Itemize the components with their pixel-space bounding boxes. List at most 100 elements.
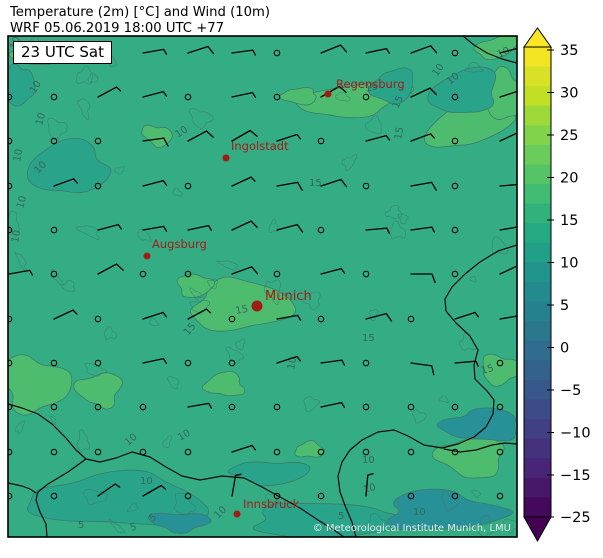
wind-barb-icon — [365, 47, 391, 54]
map-frame — [7, 35, 518, 538]
calm-wind-icon — [8, 359, 13, 367]
calm-wind-icon — [50, 448, 58, 456]
contour-squiggle — [148, 317, 159, 327]
wind-barb-icon — [276, 223, 304, 233]
wind-barb-icon — [410, 226, 436, 233]
colorbar-segment — [524, 379, 551, 400]
calm-wind-icon — [407, 492, 415, 500]
colorbar-outline — [523, 46, 552, 518]
wind-barb-icon — [276, 355, 302, 364]
contour-label: 15 — [362, 333, 375, 344]
calm-wind-icon — [50, 492, 58, 500]
colorbar-segment — [524, 360, 551, 381]
colorbar-segment — [524, 477, 551, 498]
wind-barb-icon — [142, 225, 168, 232]
colorbar-segment — [524, 47, 551, 68]
colorbar-tick-label: 30 — [560, 86, 578, 102]
wind-barb-icon — [231, 49, 257, 56]
wind-barb-icon — [410, 45, 438, 54]
wind-barb-icon — [231, 176, 256, 187]
wind-barb-icon — [499, 315, 517, 320]
contour-squiggle — [368, 308, 379, 321]
contour-squiggle — [189, 299, 210, 315]
contour-label: 15 — [235, 304, 249, 317]
wind-barb-icon — [8, 269, 34, 276]
calm-wind-icon — [362, 359, 370, 367]
contour-squiggle — [49, 415, 56, 426]
colorbar-tick-label: −25 — [560, 510, 591, 526]
contour-squiggle — [84, 362, 108, 377]
city-marker-regensburg — [324, 90, 332, 98]
calm-wind-icon — [317, 226, 325, 234]
colorbar-segment — [524, 144, 551, 165]
contour-squiggle — [469, 275, 477, 283]
calm-wind-icon — [184, 93, 192, 101]
calm-wind-icon — [317, 315, 325, 323]
temperature-band-deep — [436, 407, 517, 442]
contour-squiggle — [75, 225, 100, 240]
calm-wind-icon — [273, 403, 281, 411]
calm-wind-icon — [451, 448, 459, 456]
calm-wind-icon — [273, 270, 281, 278]
temperature-band-dark — [26, 137, 112, 194]
contour-squiggle — [47, 117, 68, 141]
colorbar-tick-label: −5 — [560, 383, 581, 399]
contour-squiggle — [50, 269, 64, 286]
colorbar-tick-label: 0 — [560, 341, 569, 357]
calm-wind-icon — [451, 492, 459, 500]
calm-wind-icon — [451, 137, 459, 145]
calm-wind-icon — [228, 359, 236, 367]
calm-wind-icon — [273, 49, 281, 57]
calm-wind-icon — [407, 448, 415, 456]
city-marker-innsbruck — [233, 510, 241, 518]
city-marker-munich — [251, 300, 263, 312]
contour-squiggle — [303, 396, 321, 413]
contour-label: 15 — [480, 363, 495, 377]
figure-title-block: Temperature (2m) [°C] and Wind (10m) WRF… — [10, 5, 270, 36]
calm-wind-icon — [8, 226, 13, 234]
calm-wind-icon — [451, 93, 459, 101]
city-label-ingolstadt: Ingolstadt — [231, 139, 289, 153]
wind-barb-icon — [276, 133, 302, 142]
calm-wind-icon — [94, 137, 102, 145]
colorbar-segment — [524, 242, 551, 263]
colorbar-tick-label: 5 — [560, 298, 569, 314]
calm-wind-icon — [273, 492, 281, 500]
colorbar-segment — [524, 438, 551, 459]
contour-label: 10 — [496, 45, 512, 60]
contour-squiggle — [172, 187, 183, 197]
calm-wind-icon — [496, 492, 504, 500]
wind-barb-icon — [454, 360, 479, 367]
wind-barb-icon — [53, 178, 78, 187]
contour-squiggle — [189, 287, 204, 300]
wind-barb-icon — [499, 132, 517, 142]
colorbar-segment — [524, 399, 551, 420]
calm-wind-icon — [50, 403, 58, 411]
wind-barb-icon — [499, 226, 517, 231]
calm-wind-icon — [451, 226, 459, 234]
calm-wind-icon — [8, 315, 13, 323]
contour-squiggle — [126, 502, 139, 513]
contour-squiggle — [136, 228, 152, 242]
calm-wind-icon — [362, 93, 370, 101]
wind-barb-icon — [187, 308, 212, 320]
contour-label: 15 — [393, 126, 406, 140]
colorbar-segment — [524, 340, 551, 361]
calm-wind-icon — [451, 49, 459, 57]
contour-squiggle — [503, 518, 517, 534]
wind-barb-icon — [97, 483, 121, 497]
contour-squiggle — [364, 115, 382, 135]
calm-wind-icon — [50, 359, 58, 367]
colorbar-segment — [524, 86, 551, 107]
city-marker-augsburg — [143, 252, 151, 260]
wind-barb-icon — [231, 220, 259, 231]
wind-barb-icon — [320, 44, 348, 54]
wind-barb-icon — [231, 129, 258, 142]
wind-barb-icon — [142, 179, 168, 187]
contour-label: 10 — [286, 356, 299, 370]
calm-wind-icon — [8, 137, 13, 145]
wind-barb-icon — [142, 311, 168, 320]
wind-barb-icon — [454, 311, 480, 320]
contour-squiggle — [61, 279, 76, 293]
